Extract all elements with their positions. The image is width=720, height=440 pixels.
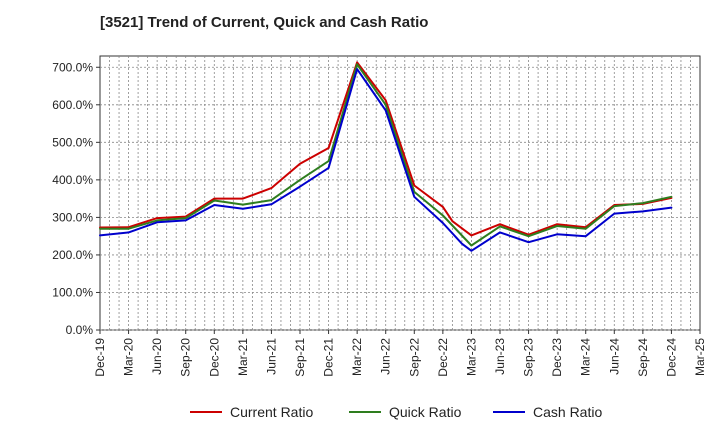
y-tick-label: 700.0% (52, 60, 93, 74)
x-tick-label: Dec-23 (550, 338, 564, 377)
x-tick-label: Sep-24 (636, 338, 650, 377)
x-tick-label: Sep-22 (407, 338, 421, 377)
x-tick-label: Dec-21 (322, 338, 336, 377)
legend-item-current-ratio: Current Ratio (190, 404, 313, 420)
x-tick-label: Jun-23 (493, 338, 507, 375)
y-tick-label: 600.0% (52, 98, 93, 112)
y-tick-label: 100.0% (52, 285, 93, 299)
y-tick-label: 500.0% (52, 135, 93, 149)
x-tick-label: Mar-25 (693, 338, 707, 376)
legend-label-current-ratio: Current Ratio (230, 404, 314, 420)
chart-title: [3521] Trend of Current, Quick and Cash … (100, 14, 429, 31)
legend-item-cash-ratio: Cash Ratio (493, 404, 602, 420)
x-tick-label: Jun-22 (379, 338, 393, 375)
x-tick-label: Sep-21 (293, 338, 307, 377)
y-tick-label: 400.0% (52, 173, 93, 187)
x-tick-label: Mar-21 (236, 338, 250, 376)
x-tick-label: Mar-24 (579, 338, 593, 376)
plot-area (99, 55, 701, 331)
x-tick-label: Mar-22 (350, 338, 364, 376)
line-chart: 0.0% 100.0% 200.0% 300.0% 400.0% 500.0% 600.0%… (52, 55, 707, 377)
y-tick-label: 0.0% (66, 323, 94, 337)
series-line-cash-ratio (99, 68, 673, 252)
series-line-current-ratio (99, 61, 673, 237)
series-line-quick-ratio (99, 63, 673, 247)
x-tick-label: Jun-24 (607, 338, 621, 375)
x-tick-label: Sep-20 (179, 338, 193, 377)
x-tick-label: Sep-23 (522, 338, 536, 377)
legend-label-quick-ratio: Quick Ratio (389, 404, 462, 420)
x-tick-label: Dec-20 (207, 338, 221, 377)
x-tick-label: Mar-20 (122, 338, 136, 376)
x-tick-label: Jun-21 (264, 338, 278, 375)
x-tick-label: Dec-24 (664, 338, 678, 377)
legend-swatch-cash-ratio (493, 411, 525, 413)
x-tick-label: Dec-22 (436, 338, 450, 377)
y-tick-label: 300.0% (52, 210, 93, 224)
legend-swatch-quick-ratio (349, 411, 381, 413)
x-tick-label: Dec-19 (93, 338, 107, 377)
legend-label-cash-ratio: Cash Ratio (533, 404, 603, 420)
legend-item-quick-ratio: Quick Ratio (349, 404, 461, 420)
y-tick-label: 200.0% (52, 248, 93, 262)
legend-swatch-current-ratio (190, 411, 222, 413)
x-tick-label: Mar-23 (464, 338, 478, 376)
chart-legend: Current Ratio Quick Ratio Cash Ratio (0, 404, 720, 426)
x-tick-label: Jun-20 (150, 338, 164, 375)
